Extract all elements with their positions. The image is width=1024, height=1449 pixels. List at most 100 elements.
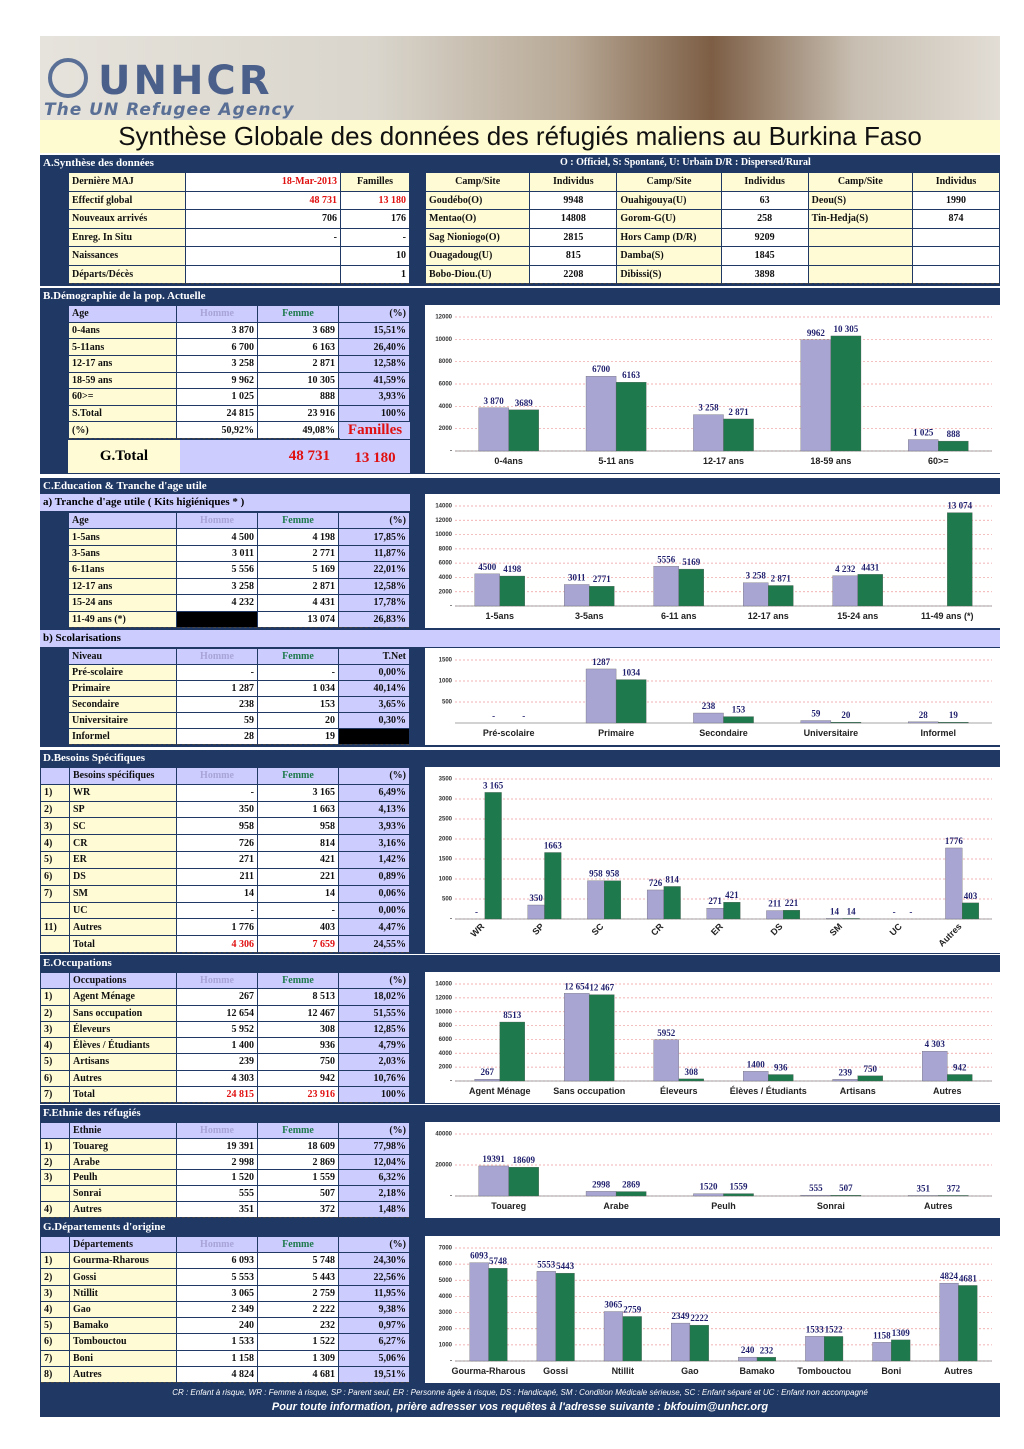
table-cell: 63	[720, 190, 809, 210]
section-body: Dernière MAJ 18-Mar-2013 Familles Effectif …	[40, 171, 1000, 286]
section-title: C.Education & Tranche d'age utile	[43, 480, 207, 492]
bar	[800, 1194, 832, 1197]
y-tick-label: 1000	[439, 877, 453, 883]
y-tick-label: 40000	[435, 1132, 452, 1138]
table-cell: 6,49%	[338, 783, 410, 802]
bar	[508, 409, 539, 452]
table-cell: 22,01%	[338, 561, 410, 579]
header-cell: Niveau	[68, 648, 177, 665]
section-title: B.Démographie de la pop. Actuelle	[43, 290, 206, 302]
bar	[585, 376, 617, 452]
header-cell: (%)	[338, 511, 410, 530]
table-cell: 49,08%	[257, 421, 339, 439]
table-cell: Sans occupation	[69, 1004, 177, 1022]
table-cell: 176	[340, 209, 410, 229]
y-tick-label: 500	[442, 897, 453, 903]
y-tick-label: 10000	[435, 1009, 452, 1015]
header-row: Départements Homme Femme (%)	[40, 1235, 410, 1254]
y-tick-label: 7000	[439, 1246, 453, 1252]
value-label: 1287	[592, 657, 611, 667]
table-cell: DS	[69, 867, 177, 886]
x-tick-label: Autres	[936, 921, 963, 948]
table-cell: Tin-Hedja(S)	[807, 209, 914, 229]
table-cell: Dernière MAJ	[68, 172, 186, 192]
bar	[527, 904, 545, 920]
table-cell: 2 349	[176, 1300, 258, 1319]
header-cell: Camp/Site	[807, 172, 914, 192]
table-cell: Gorom-G(U)	[616, 209, 722, 229]
value-label: 14	[830, 906, 840, 916]
y-tick-label: 1500	[439, 857, 453, 863]
header-cell: (%)	[338, 767, 410, 785]
y-tick-label: 6000	[439, 561, 453, 567]
value-label: 239	[838, 1067, 852, 1077]
section-body: Occupations Homme Femme (%) 1) Agent Ménage 26…	[40, 971, 1000, 1104]
table-cell: 13 074	[257, 610, 339, 629]
table-cell: 2 869	[257, 1153, 339, 1171]
table-cell: 258	[720, 209, 809, 229]
table-body: Camp/Site Individus Camp/Site Individus Camp…	[424, 172, 1000, 284]
table-cell: 4 198	[257, 528, 339, 546]
bar	[706, 908, 724, 920]
value-label: 1663	[544, 840, 563, 850]
bar	[872, 1342, 892, 1362]
value-label: 5553	[537, 1259, 556, 1269]
table-cell: 507	[257, 1185, 339, 1203]
table-cell: Dibissi(S)	[616, 264, 722, 284]
table-cell: 1,48%	[338, 1201, 410, 1218]
chart-box: - 2000 4000 6000 8000 10000 12000 3 870 3689 0-4a…	[425, 305, 1000, 473]
value-label: 5443	[556, 1261, 575, 1271]
y-tick-label: 6000	[439, 382, 453, 388]
header-cell: Age	[68, 305, 177, 323]
table-cell: 2,18%	[338, 1185, 410, 1203]
table-cell: 9,38%	[338, 1300, 410, 1319]
table-row: 11-49 ans (*) 13 074 26,83%	[68, 610, 410, 629]
table-row: Effectif global 48 731 13 180	[68, 190, 410, 210]
bar	[938, 1195, 969, 1197]
table-cell: 211	[176, 867, 258, 886]
table-cell	[912, 264, 1000, 284]
value-label: 2 871	[728, 407, 749, 417]
x-tick-label: SM	[828, 921, 845, 938]
table-cell: 28	[176, 728, 258, 745]
y-tick-label: 4000	[439, 575, 453, 581]
table-cell: 706	[185, 209, 341, 229]
chart: - 2000 4000 6000 8000 10000 12000 3 870 3689 0-4a…	[435, 315, 992, 466]
header-cell: Femme	[257, 511, 339, 530]
table-body: Age Homme Femme (%) 1-5ans 4 500 4 198 17,85% 3-…	[68, 511, 410, 629]
x-tick-label: WR	[469, 921, 487, 939]
table-cell: Gossi	[69, 1268, 177, 1286]
header-cell: (%)	[338, 1122, 410, 1139]
table-cell: Deou(S)	[807, 190, 914, 210]
table-row: 3) Éleveurs 5 952 308 12,85%	[40, 1020, 410, 1039]
bar	[832, 1079, 858, 1082]
bar	[945, 847, 963, 920]
bar	[564, 584, 590, 607]
table-cell: 815	[529, 246, 618, 266]
x-tick-label: Sans occupation	[553, 1086, 625, 1096]
header-cell: Homme	[176, 971, 258, 990]
table-cell: UC	[69, 901, 177, 920]
table-cell: 1990	[912, 190, 1000, 210]
bar	[670, 1322, 691, 1362]
table-cell: -	[176, 664, 258, 681]
table-cell: 1 158	[176, 1349, 258, 1367]
bar	[908, 1195, 939, 1197]
table-cell: 12,58%	[338, 354, 410, 373]
table-cell: 271	[176, 851, 258, 869]
y-tick-label: 3000	[439, 1310, 453, 1316]
bar	[615, 382, 647, 452]
table-row: UC - -0,00%	[40, 901, 410, 920]
table-row: Sonrai 555 507 2,18%	[40, 1185, 410, 1203]
bar	[615, 1191, 647, 1197]
table-cell: Enreg. In Situ	[68, 227, 186, 247]
table-cell: 14	[257, 884, 339, 903]
table-cell: 11-49 ans (*)	[68, 610, 177, 629]
table-cell: 18,02%	[338, 988, 410, 1006]
y-tick-label: 3000	[439, 797, 453, 803]
table: Age Homme Femme (%) 0-4ans 3 870 3 689 15,51% 5-…	[68, 305, 410, 439]
value-label: 2759	[623, 1304, 642, 1314]
table-cell: 958	[257, 817, 339, 836]
bar	[615, 679, 647, 724]
table-cell: 13 180	[340, 190, 410, 210]
